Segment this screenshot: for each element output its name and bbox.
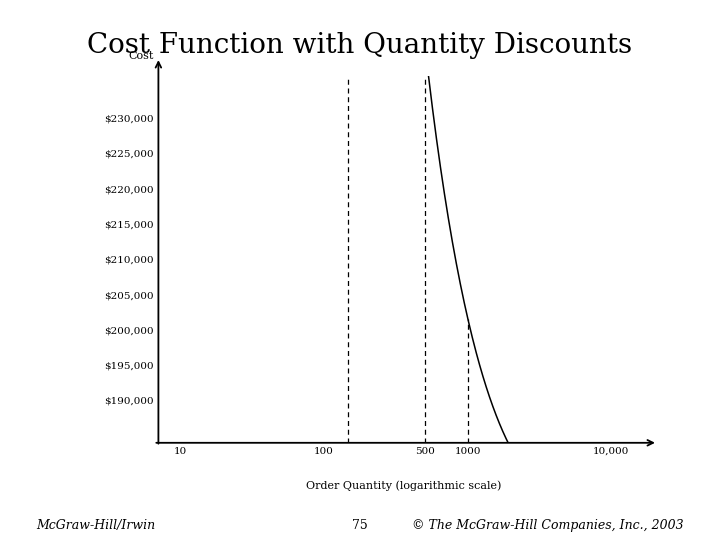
Text: 75: 75 (352, 519, 368, 532)
Text: Order Quantity (logarithmic scale): Order Quantity (logarithmic scale) (305, 480, 501, 491)
Text: McGraw-Hill/Irwin: McGraw-Hill/Irwin (36, 519, 155, 532)
Text: Cost: Cost (128, 51, 153, 61)
Text: Cost Function with Quantity Discounts: Cost Function with Quantity Discounts (87, 32, 633, 59)
Text: © The McGraw-Hill Companies, Inc., 2003: © The McGraw-Hill Companies, Inc., 2003 (413, 519, 684, 532)
